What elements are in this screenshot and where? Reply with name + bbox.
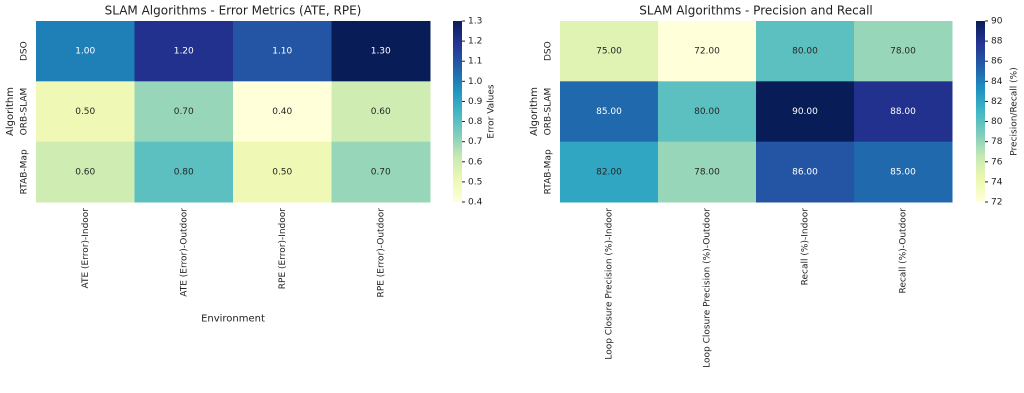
cell-label: 75.00: [596, 47, 622, 57]
cell-label: 85.00: [596, 107, 622, 117]
colorbar-tick-label: 1.2: [468, 37, 482, 47]
x-tick-label: ATE (Error)-Indoor: [81, 208, 91, 289]
heatmap-cell: [560, 141, 659, 203]
heatmap-cell: [756, 141, 855, 203]
colorbar-label: Precision/Recall (%): [1010, 67, 1020, 155]
cell-label: 1.20: [174, 47, 194, 57]
y-tick-label: ORB-SLAM: [20, 88, 30, 136]
cell-label: 1.00: [75, 47, 95, 57]
cell-label: 0.50: [75, 107, 95, 117]
x-tick-label: Loop Closure Precision (%)-Indoor: [605, 208, 615, 360]
heatmap-cell: [854, 81, 953, 143]
y-tick-label: DSO: [544, 41, 554, 61]
heatmap-cell: [658, 81, 757, 143]
heatmap-cell: [331, 21, 431, 82]
cell-label: 85.00: [890, 167, 916, 177]
heatmap-cell: [854, 21, 953, 82]
heatmap-cell: [233, 81, 332, 143]
cell-label: 0.70: [174, 107, 194, 117]
heatmap-cell: [560, 81, 659, 143]
heatmap-cell: [658, 141, 757, 203]
cell-label: 0.70: [371, 167, 391, 177]
x-tick-label: Recall (%)-Indoor: [801, 208, 811, 286]
colorbar-tick-label: 78: [991, 137, 1003, 147]
cell-label: 78.00: [890, 47, 916, 57]
colorbar-tick-label: 0.7: [468, 137, 482, 147]
heatmap-cell: [134, 141, 234, 203]
heatmap-cell: [331, 81, 431, 143]
colorbar-label: Error Values: [487, 84, 497, 139]
colorbar-tick-label: 80: [991, 117, 1003, 127]
x-tick-label: RPE (Error)-Outdoor: [376, 208, 386, 298]
cell-label: 0.80: [174, 167, 194, 177]
heatmap-cell: [36, 141, 135, 203]
heatmap-cell: [756, 21, 855, 82]
heatmap-cell: [36, 21, 135, 82]
heatmap-cell: [560, 21, 659, 82]
cell-label: 90.00: [792, 107, 818, 117]
cell-label: 1.10: [272, 47, 292, 57]
colorbar-tick-label: 0.8: [468, 117, 483, 127]
cell-label: 82.00: [596, 167, 622, 177]
colorbar-tick-label: 72: [991, 198, 1002, 208]
heatmap-cell: [854, 141, 953, 203]
heatmap-cell: [134, 81, 234, 143]
cell-label: 72.00: [694, 47, 720, 57]
colorbar-tick-label: 76: [991, 157, 1003, 167]
colorbar-tick-label: 0.5: [468, 177, 482, 187]
cell-label: 0.60: [371, 107, 391, 117]
x-tick-label: RPE (Error)-Indoor: [278, 208, 288, 290]
heatmap-cell: [331, 141, 431, 203]
colorbar-tick-label: 86: [991, 57, 1003, 67]
cell-label: 80.00: [694, 107, 720, 117]
colorbar-tick-label: 90: [991, 17, 1003, 27]
colorbar-tick-label: 1.0: [468, 77, 483, 87]
colorbar-tick-label: 82: [991, 97, 1002, 107]
y-tick-label: DSO: [20, 41, 30, 61]
colorbar-tick-label: 84: [991, 77, 1003, 87]
cell-label: 88.00: [890, 107, 916, 117]
cell-label: 0.50: [272, 167, 292, 177]
x-axis-label: Environment: [201, 314, 265, 325]
cell-label: 86.00: [792, 167, 818, 177]
x-tick-label: Recall (%)-Outdoor: [899, 208, 909, 294]
cell-label: 78.00: [694, 167, 720, 177]
colorbar-tick-label: 0.4: [468, 198, 483, 208]
heatmap-cell: [756, 81, 855, 143]
heatmap-cell: [233, 141, 332, 203]
y-axis-label: Algorithm: [529, 87, 540, 136]
cell-label: 80.00: [792, 47, 818, 57]
cell-label: 0.40: [272, 107, 292, 117]
colorbar-tick-label: 74: [991, 177, 1003, 187]
y-tick-label: ORB-SLAM: [544, 88, 554, 136]
x-tick-label: Loop Closure Precision (%)-Outdoor: [703, 208, 713, 368]
y-tick-label: RTAB-Map: [544, 149, 554, 194]
heatmap-cell: [658, 21, 757, 82]
colorbar: [453, 21, 462, 202]
y-axis-label: Algorithm: [5, 87, 16, 136]
heatmap-cell: [134, 21, 234, 82]
colorbar-tick-label: 0.9: [468, 97, 483, 107]
x-tick-label: ATE (Error)-Outdoor: [179, 208, 189, 297]
colorbar-tick-label: 1.1: [468, 57, 482, 67]
chart-title: SLAM Algorithms - Error Metrics (ATE, RP…: [105, 4, 362, 18]
colorbar-tick-label: 1.3: [468, 17, 482, 27]
colorbar-tick-label: 88: [991, 37, 1003, 47]
heatmap-cell: [36, 81, 135, 143]
cell-label: 1.30: [371, 47, 391, 57]
colorbar-tick-label: 0.6: [468, 157, 483, 167]
colorbar: [976, 21, 985, 202]
chart-title: SLAM Algorithms - Precision and Recall: [639, 4, 872, 18]
cell-label: 0.60: [75, 167, 95, 177]
y-tick-label: RTAB-Map: [20, 149, 30, 194]
heatmap-cell: [233, 21, 332, 82]
